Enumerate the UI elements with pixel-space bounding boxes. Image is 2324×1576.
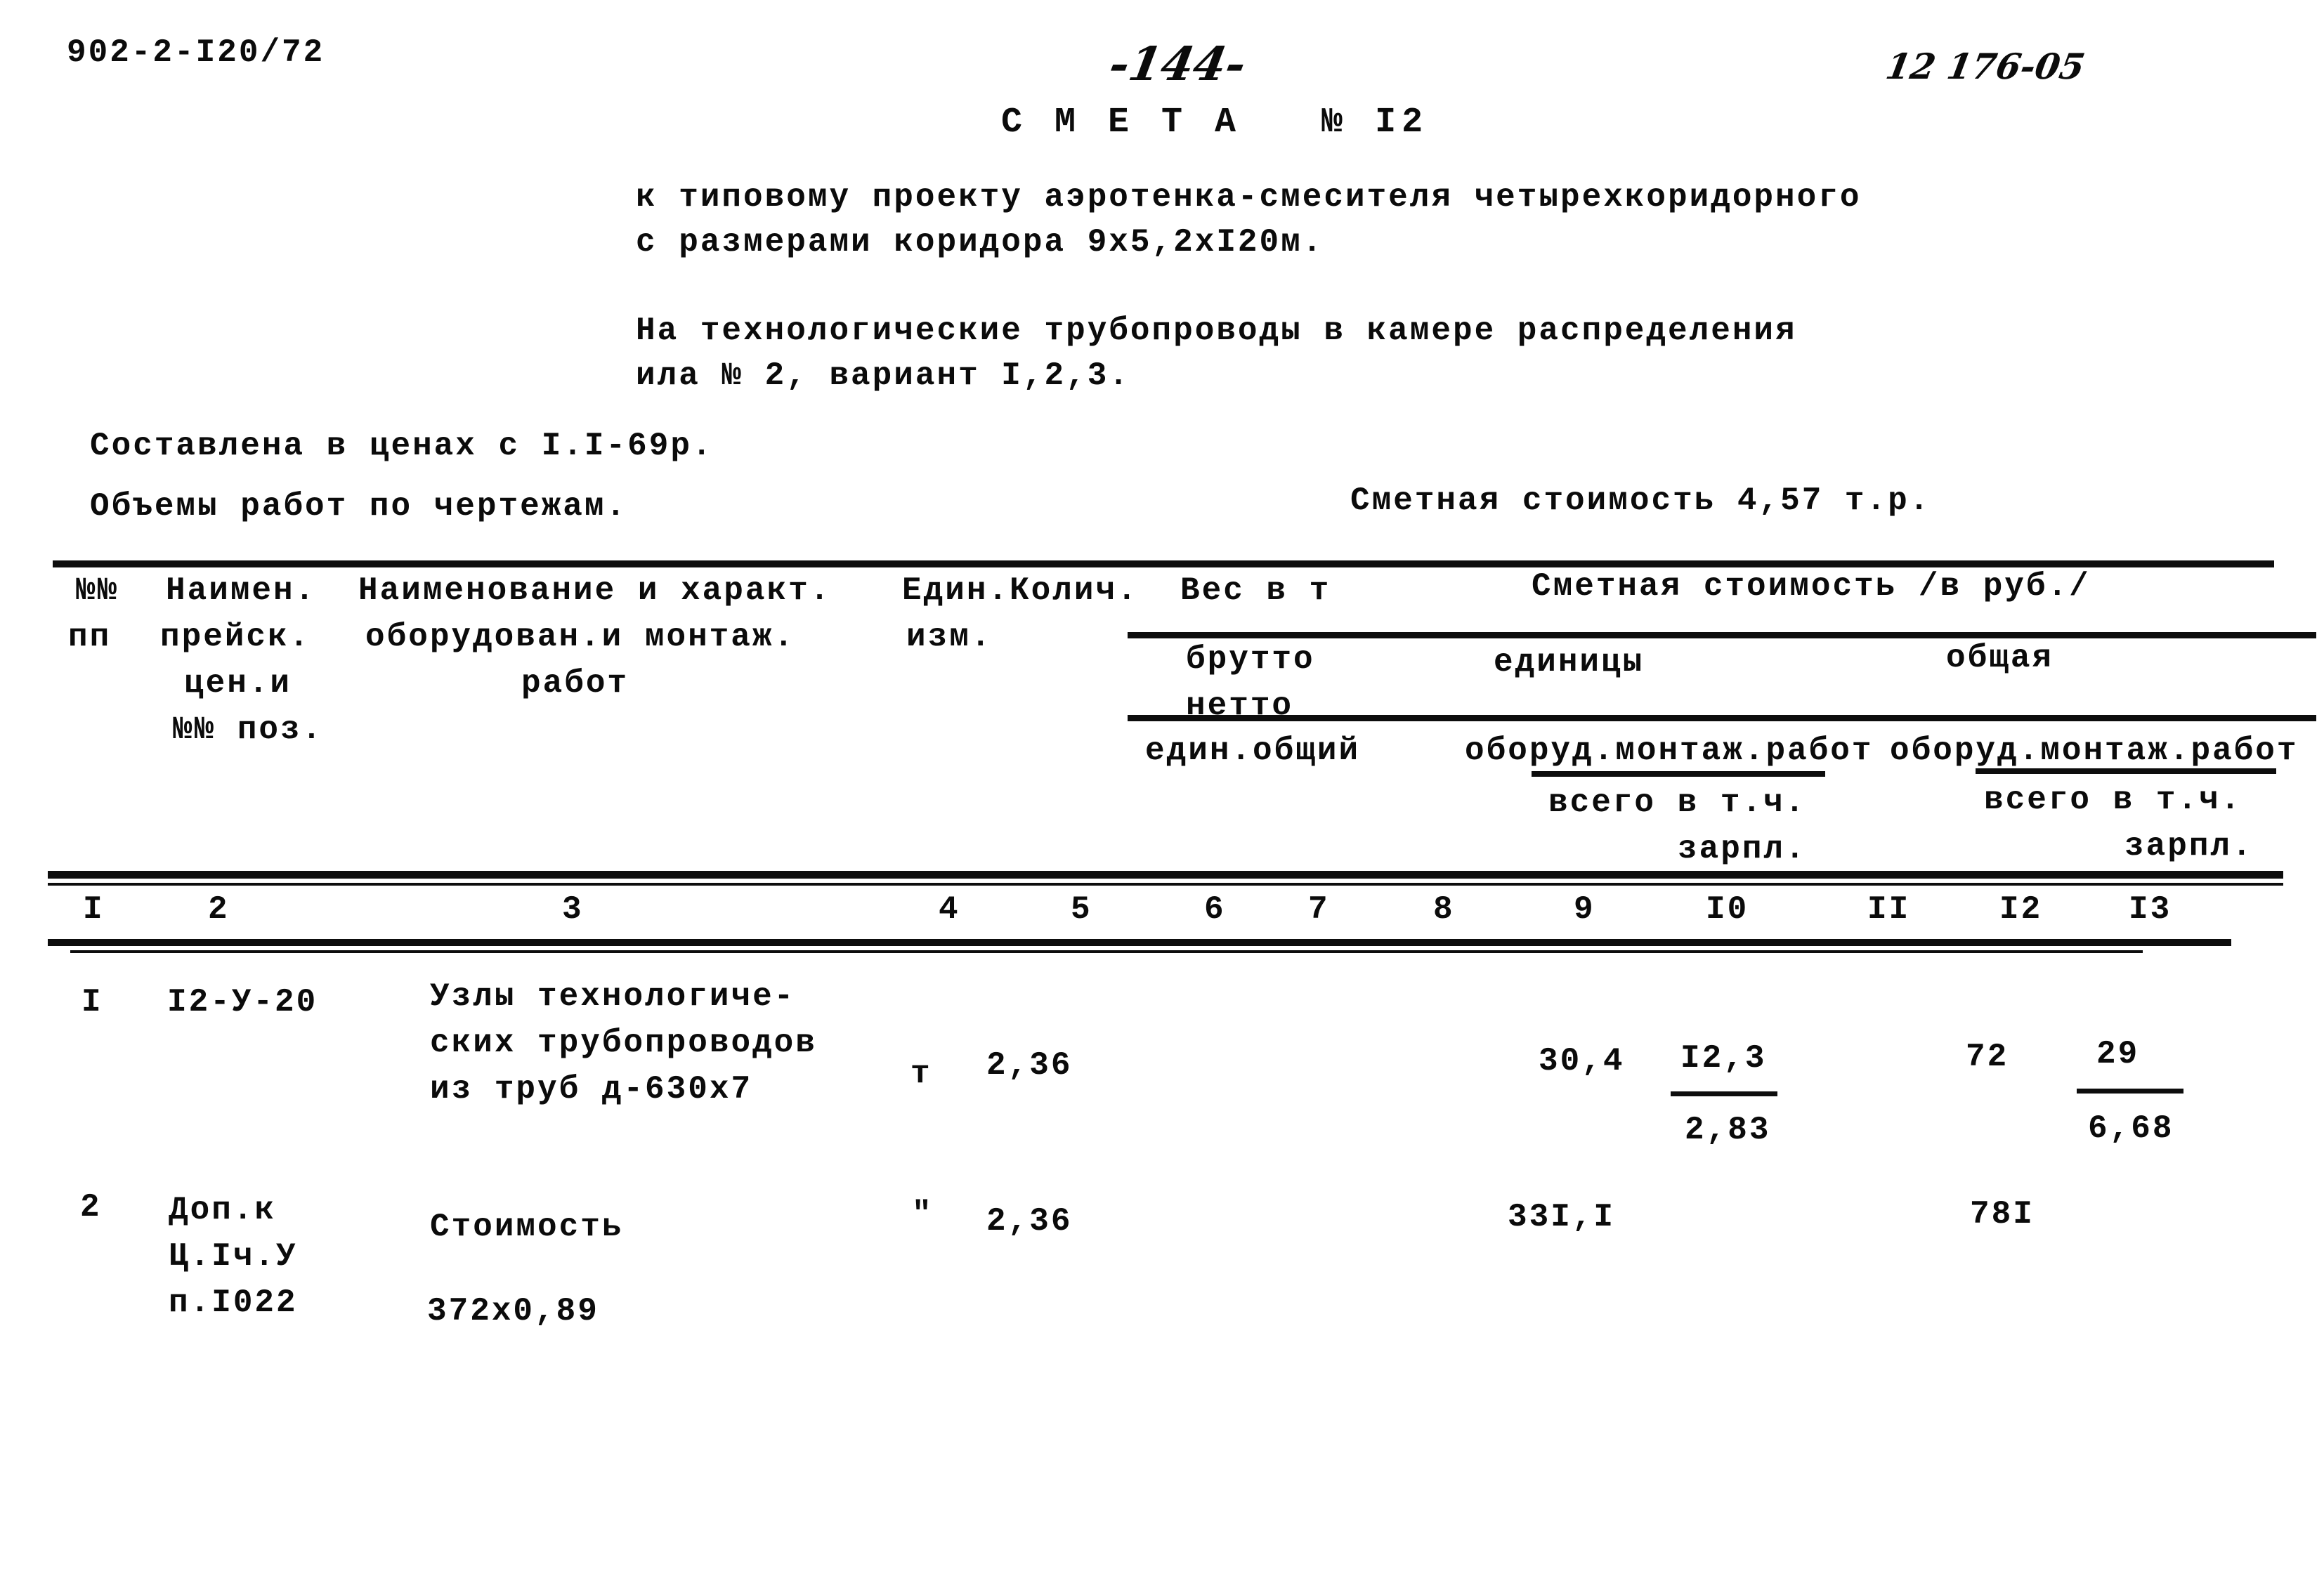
- header-bottom-rule-thin: [48, 883, 2283, 886]
- total-install-underline: [1976, 768, 2276, 774]
- header-cost-total: общая: [1946, 640, 2054, 676]
- row1-total-install-zarpl: 6,68: [2088, 1110, 2174, 1147]
- col-number-13: I3: [2129, 891, 2172, 928]
- header-name-line1: Наименование и характ.: [358, 572, 832, 609]
- row1-name-line2: ских трубопроводов: [430, 1025, 817, 1061]
- header-zarpl-2: зарпл.: [2124, 828, 2254, 865]
- row1-total-install-fraction-rule: [2077, 1089, 2183, 1094]
- col-number-6: 6: [1204, 891, 1226, 928]
- doc-number: 902-2-I20/72: [67, 34, 325, 71]
- project-line-1: к типовому проекту аэротенка-смесителя ч…: [636, 179, 1862, 216]
- unit-install-underline: [1532, 771, 1825, 777]
- col-number-4: 4: [939, 891, 960, 928]
- row1-unit-install-zarpl: 2,83: [1685, 1112, 1771, 1148]
- col-number-9: 9: [1574, 891, 1595, 928]
- header-num-pp-line1: №№: [76, 572, 119, 609]
- col-number-11: II: [1867, 891, 1911, 928]
- header-total-cost-sub: оборуд.монтаж.работ: [1890, 733, 2299, 769]
- row2-qty: 2,36: [986, 1203, 1073, 1240]
- header-unit-qty: Един.Колич.: [902, 572, 1139, 609]
- header-price-ref-line3: цен.и: [184, 665, 292, 702]
- col-number-10: I0: [1706, 891, 1749, 928]
- col-number-5: 5: [1071, 891, 1092, 928]
- row1-unit-install-fraction-rule: [1671, 1091, 1777, 1096]
- header-num-pp-line2: пп: [68, 619, 112, 655]
- row1-num: I: [81, 984, 103, 1020]
- subheader-divider-rule: [1128, 715, 2316, 721]
- row1-name-line3: из труб д-630х7: [430, 1071, 753, 1108]
- header-weight-gross: брутто: [1186, 641, 1315, 678]
- row2-total-equip-cost: 78I: [1970, 1196, 2035, 1233]
- header-cost-group: Сметная стоимость /в руб./: [1532, 568, 2091, 605]
- page-number-handwritten: -144-: [1105, 37, 1251, 91]
- row2-price-ref-line1: Доп.к: [169, 1192, 277, 1228]
- weight-cost-divider-rule: [1128, 632, 2316, 638]
- header-weight: Вес в т: [1180, 572, 1331, 609]
- header-unit-cost-sub: оборуд.монтаж.работ: [1465, 733, 1874, 769]
- estimate-total: Сметная стоимость 4,57 т.р.: [1350, 482, 1931, 519]
- code-handwritten: 12 176-05: [1882, 46, 2088, 87]
- colnum-bottom-rule-thin: [70, 950, 2143, 953]
- row1-price-ref: I2-У-20: [167, 984, 318, 1020]
- row2-name-line2: 372х0,89: [427, 1293, 599, 1329]
- row1-total-install-total: 29: [2096, 1036, 2140, 1072]
- header-weight-net: нетто: [1186, 688, 1294, 724]
- row2-num: 2: [80, 1189, 102, 1226]
- row2-unit-ditto: ": [912, 1196, 934, 1233]
- header-vsego-1: всего в т.ч.: [1548, 784, 1807, 821]
- row1-unit: т: [910, 1056, 932, 1092]
- table-top-rule: [53, 560, 2274, 567]
- row1-unit-equip-cost: 30,4: [1539, 1043, 1625, 1079]
- col-number-3: 3: [562, 891, 584, 928]
- col-number-12: I2: [1999, 891, 2043, 928]
- prices-note: Составлена в ценах с I.I-69р.: [90, 428, 714, 464]
- volumes-note: Объемы работ по чертежам.: [90, 488, 628, 525]
- row2-price-ref-line3: п.I022: [169, 1285, 298, 1321]
- row1-name-line1: Узлы технологиче-: [430, 978, 796, 1015]
- col-number-2: 2: [208, 891, 230, 928]
- header-vsego-2: всего в т.ч.: [1984, 782, 2243, 818]
- header-name-line2: оборудован.и монтаж.: [365, 619, 796, 655]
- project-line-2: с размерами коридора 9х5,2хI20м.: [636, 224, 1324, 261]
- header-unit-izm: изм.: [906, 619, 993, 655]
- page-title: С М Е Т А № I2: [1001, 103, 1429, 143]
- header-price-ref-line2: прейск.: [160, 619, 311, 655]
- row2-unit-equip-cost: 33I,I: [1508, 1199, 1616, 1235]
- header-name-line3: работ: [521, 665, 629, 702]
- row1-unit-install-total: I2,3: [1680, 1040, 1767, 1077]
- col-number-1: I: [83, 891, 105, 928]
- header-bottom-rule-thick: [48, 871, 2283, 879]
- header-weight-sub: един.общий: [1145, 733, 1361, 769]
- colnum-bottom-rule-thick: [48, 939, 2231, 946]
- row2-price-ref-line2: Ц.Iч.У: [169, 1238, 298, 1275]
- col-number-8: 8: [1433, 891, 1455, 928]
- row2-name-line1: Стоимость: [430, 1209, 624, 1245]
- subject-line-1: На технологические трубопроводы в камере…: [636, 313, 1797, 349]
- header-zarpl-1: зарпл.: [1678, 831, 1807, 867]
- row1-qty: 2,36: [986, 1047, 1073, 1084]
- header-price-ref-line4: №№ поз.: [173, 711, 324, 748]
- row1-total-equip-cost: 72: [1966, 1039, 2009, 1075]
- col-number-7: 7: [1308, 891, 1330, 928]
- header-price-ref-line1: Наимен.: [166, 572, 317, 609]
- header-cost-unit: единицы: [1494, 644, 1645, 681]
- subject-line-2: ила № 2, вариант I,2,3.: [636, 357, 1130, 394]
